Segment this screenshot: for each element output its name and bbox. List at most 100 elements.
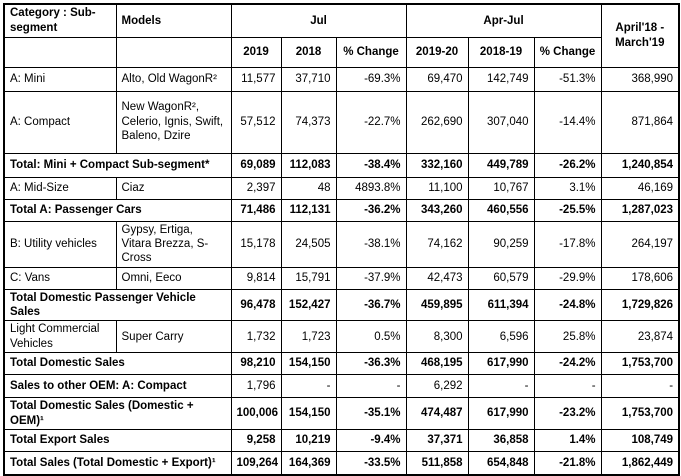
value-cell: 1,240,854 — [600, 152, 680, 178]
value-cell: 46,169 — [600, 176, 680, 200]
value-cell: -38.1% — [335, 220, 407, 268]
header-fy-2018-19: 2018-19 — [467, 36, 535, 68]
value-cell: -33.5% — [335, 450, 407, 476]
value-cell: 1,753,700 — [600, 397, 680, 430]
value-cell: 100,006 — [230, 397, 282, 430]
table-row: A: Mid-Size Ciaz 2,397 48 4893.8% 11,100… — [3, 176, 680, 200]
header-jul-2018: 2018 — [280, 36, 337, 68]
category-cell: B: Utility vehicles — [3, 220, 117, 268]
models-cell: Ciaz — [115, 176, 232, 200]
value-cell: -51.3% — [533, 66, 602, 92]
category-cell: A: Mini — [3, 66, 117, 92]
total-row: Total Domestic Passenger Vehicle Sales 9… — [3, 288, 680, 322]
value-cell: -21.8% — [533, 450, 602, 476]
value-cell: 2,397 — [230, 176, 282, 200]
value-cell: 6,292 — [405, 374, 469, 399]
value-cell: 15,178 — [230, 220, 282, 268]
value-cell: - — [280, 374, 337, 399]
value-cell: 1,796 — [230, 374, 282, 399]
total-row: Sales to other OEM: A: Compact 1,796 - -… — [3, 374, 680, 399]
header-category: Category : Sub-segment — [3, 3, 117, 38]
total-label-cell: Total Domestic Sales — [3, 352, 232, 376]
value-cell: 468,195 — [405, 352, 469, 376]
value-cell: 1,287,023 — [600, 198, 680, 222]
value-cell: -29.9% — [533, 266, 602, 290]
category-cell: Light Commercial Vehicles — [3, 320, 117, 354]
value-cell: 164,369 — [280, 450, 337, 476]
value-cell: 37,371 — [405, 428, 469, 452]
header-annual: April'18 - March'19 — [600, 3, 680, 68]
value-cell: 871,864 — [600, 90, 680, 154]
value-cell: 474,487 — [405, 397, 469, 430]
table-row: C: Vans Omni, Eeco 9,814 15,791 -37.9% 4… — [3, 266, 680, 290]
value-cell: 11,577 — [230, 66, 282, 92]
value-cell: -23.2% — [533, 397, 602, 430]
header-row-groups: Category : Sub-segment Models Jul Apr-Ju… — [3, 3, 680, 68]
value-cell: -26.2% — [533, 152, 602, 178]
value-cell: 262,690 — [405, 90, 469, 154]
value-cell: 112,083 — [280, 152, 337, 178]
header-group-apr-jul: Apr-Jul — [405, 3, 602, 38]
total-row: Total Domestic Sales 98,210 154,150 -36.… — [3, 352, 680, 376]
value-cell: 449,789 — [467, 152, 535, 178]
header-group-jul: Jul — [230, 3, 407, 38]
value-cell: 74,162 — [405, 220, 469, 268]
value-cell: 3.1% — [533, 176, 602, 200]
value-cell: 1,753,700 — [600, 352, 680, 376]
table-row: A: Compact New WagonR², Celerio, Ignis, … — [3, 90, 680, 154]
value-cell: 1,732 — [230, 320, 282, 354]
value-cell: 10,219 — [280, 428, 337, 452]
value-cell: -24.8% — [533, 288, 602, 322]
total-label-cell: Total: Mini + Compact Sub-segment* — [3, 152, 232, 178]
value-cell: -36.3% — [335, 352, 407, 376]
sales-table-page: Category : Sub-segment Models Jul Apr-Ju… — [3, 3, 681, 476]
value-cell: 60,579 — [467, 266, 535, 290]
total-label-cell: Total Export Sales — [3, 428, 232, 452]
value-cell: 1,862,449 — [600, 450, 680, 476]
value-cell: 57,512 — [230, 90, 282, 154]
value-cell: 511,858 — [405, 450, 469, 476]
value-cell: -37.9% — [335, 266, 407, 290]
value-cell: 15,791 — [280, 266, 337, 290]
models-cell: Omni, Eeco — [115, 266, 232, 290]
value-cell: -14.4% — [533, 90, 602, 154]
total-row: Total: Mini + Compact Sub-segment* 69,08… — [3, 152, 680, 178]
value-cell: 108,749 — [600, 428, 680, 452]
value-cell: 10,767 — [467, 176, 535, 200]
value-cell: 71,486 — [230, 198, 282, 222]
value-cell: -17.8% — [533, 220, 602, 268]
value-cell: - — [335, 374, 407, 399]
value-cell: 264,197 — [600, 220, 680, 268]
total-row: Total Domestic Sales (Domestic + OEM)¹ 1… — [3, 397, 680, 430]
value-cell: -25.5% — [533, 198, 602, 222]
header-apr-jul-pct-change: % Change — [533, 36, 602, 68]
value-cell: 617,990 — [467, 352, 535, 376]
value-cell: 42,473 — [405, 266, 469, 290]
header-fy-2019-20: 2019-20 — [405, 36, 469, 68]
header-models: Models — [115, 3, 232, 38]
header-empty-category — [3, 36, 117, 68]
value-cell: 611,394 — [467, 288, 535, 322]
table-row: B: Utility vehicles Gypsy, Ertiga, Vitar… — [3, 220, 680, 268]
value-cell: - — [600, 374, 680, 399]
vehicle-sales-table: Category : Sub-segment Models Jul Apr-Ju… — [3, 3, 681, 476]
value-cell: - — [467, 374, 535, 399]
header-row-columns: 2019 2018 % Change 2019-20 2018-19 % Cha… — [3, 36, 679, 68]
total-row: Total Sales (Total Domestic + Export)¹ 1… — [3, 450, 680, 476]
models-cell: Gypsy, Ertiga, Vitara Brezza, S-Cross — [115, 220, 232, 268]
value-cell: 178,606 — [600, 266, 680, 290]
value-cell: 0.5% — [335, 320, 407, 354]
value-cell: 6,596 — [467, 320, 535, 354]
models-cell: New WagonR², Celerio, Ignis, Swift, Bale… — [115, 90, 232, 154]
value-cell: 48 — [280, 176, 337, 200]
value-cell: -35.1% — [335, 397, 407, 430]
value-cell: 332,160 — [405, 152, 469, 178]
value-cell: 307,040 — [467, 90, 535, 154]
total-label-cell: Total A: Passenger Cars — [3, 198, 232, 222]
header-empty-models — [115, 36, 232, 68]
header-jul-pct-change: % Change — [335, 36, 407, 68]
total-label-cell: Total Domestic Sales (Domestic + OEM)¹ — [3, 397, 232, 430]
value-cell: 90,259 — [467, 220, 535, 268]
value-cell: 142,749 — [467, 66, 535, 92]
value-cell: -69.3% — [335, 66, 407, 92]
